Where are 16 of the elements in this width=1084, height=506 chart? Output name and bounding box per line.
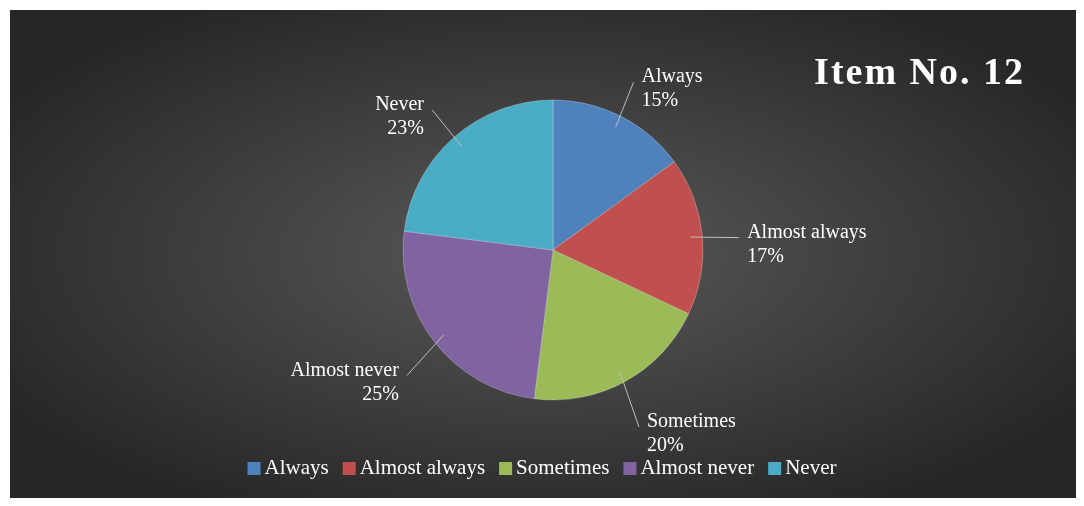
data-label: 23% xyxy=(387,115,425,138)
slice-label: Sometimes xyxy=(646,408,737,431)
slice-label: Always xyxy=(641,64,703,88)
legend-label: Never xyxy=(785,455,837,479)
data-label: 20% xyxy=(646,432,684,455)
slice-label: Almost never xyxy=(290,357,400,380)
data-label: 25% xyxy=(362,381,399,404)
data-label: 15% xyxy=(641,88,679,111)
slice-label: Never xyxy=(375,91,425,114)
legend-label: Almost always xyxy=(359,455,486,479)
chart-title: Item No. 12 xyxy=(814,50,1025,92)
legend-label: Sometimes xyxy=(516,455,610,479)
slice-label: Almost always xyxy=(747,219,867,243)
data-label: 17% xyxy=(747,243,784,266)
legend-label: Almost never xyxy=(640,455,755,479)
legend-label: Always xyxy=(264,455,329,479)
